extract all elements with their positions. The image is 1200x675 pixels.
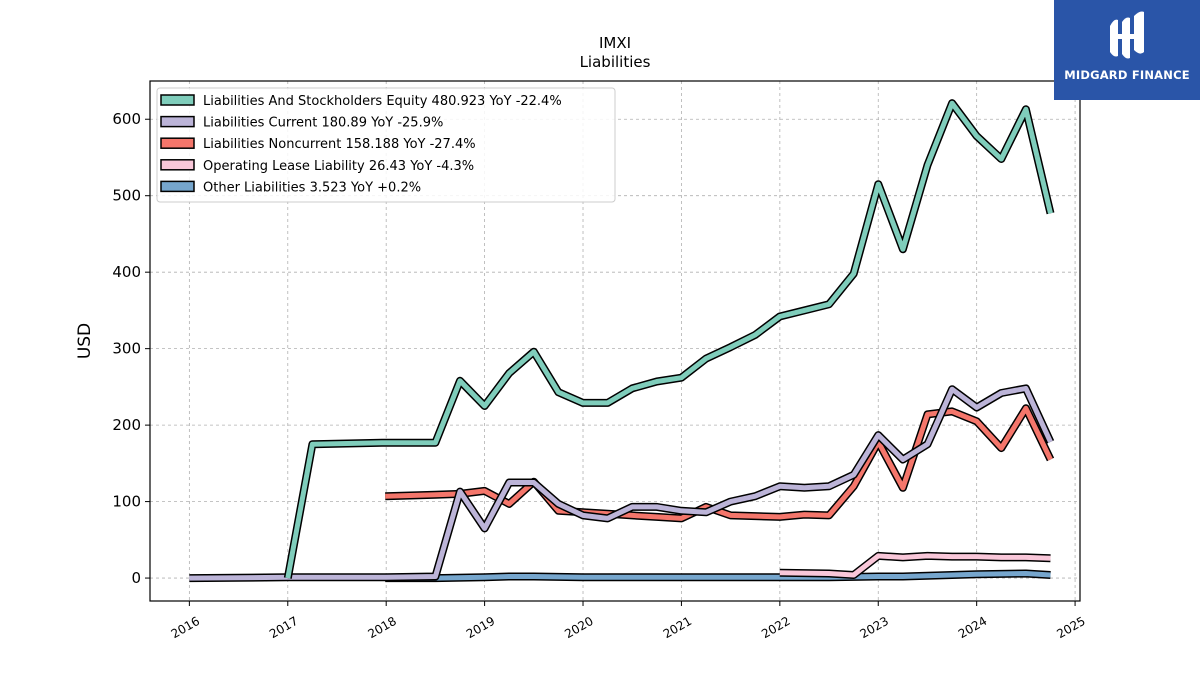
x-tick-label: 2018 [365,614,398,641]
legend-entry: Liabilities And Stockholders Equity 480.… [203,94,562,109]
legend-swatch [160,159,195,171]
y-tick-label: 500 [112,187,141,205]
series-line [189,385,1053,581]
chart-subtitle: Liabilities [580,53,651,71]
logo-text: MIDGARD FINANCE [1064,68,1190,82]
y-tick-label: 100 [112,493,141,511]
logo-mark-icon [1110,11,1144,59]
legend-swatch [160,180,195,193]
y-tick-label: 200 [112,416,141,434]
legend-swatch [160,94,195,106]
legend-swatch [160,137,195,149]
y-tick-label: 0 [131,569,141,587]
x-tick-label: 2021 [661,614,694,641]
legend-entry: Liabilities Current 180.89 YoY -25.9% [203,116,443,131]
x-tick-label: 2022 [759,614,792,641]
x-tick-label: 2019 [464,614,497,641]
grid-layer [150,81,1080,601]
series-line [779,553,1051,578]
legend-entry: Liabilities Noncurrent 158.188 YoY -27.4… [203,137,476,152]
series-line-outline [189,384,1055,583]
series-line [385,571,1051,581]
y-tick-label: 300 [112,340,141,358]
series-layer [189,99,1055,583]
legend-box [156,87,616,203]
brand-logo: MIDGARD FINANCE [1054,0,1200,100]
legend: Liabilities And Stockholders Equity 480.… [156,87,616,203]
y-tick-label: 400 [112,263,141,281]
legend-entry: Operating Lease Liability 26.43 YoY -4.3… [203,159,474,174]
x-tick-label: 2024 [956,614,989,641]
plot-frame [149,80,1081,602]
y-tick-label: 600 [112,110,141,128]
series-line [285,100,1053,579]
x-tick-label: 2023 [858,614,891,641]
x-tick-label: 2016 [169,614,202,641]
chart-title: IMXI [599,34,631,52]
x-tick-label: 2020 [562,614,595,641]
x-tick-label: 2017 [267,614,300,641]
x-tick-label: 2025 [1054,614,1087,641]
y-axis-label: USD [75,323,95,359]
legend-swatch [160,115,195,128]
legend-entry: Other Liabilities 3.523 YoY +0.2% [203,180,421,195]
